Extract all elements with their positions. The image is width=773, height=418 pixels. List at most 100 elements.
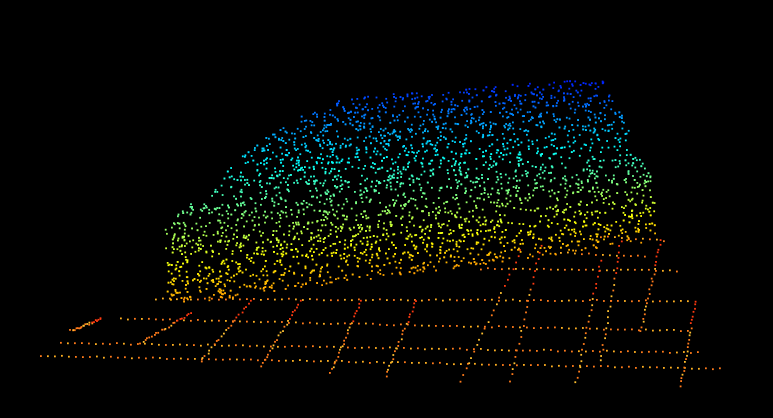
vehicle-point [547,245,550,248]
vehicle-point [230,175,233,178]
vehicle-point [283,240,286,243]
ground-point [360,299,362,302]
vehicle-point [300,202,303,205]
vehicle-point [336,104,339,107]
vehicle-point [593,95,596,98]
vehicle-point [464,187,467,190]
vehicle-point [610,123,613,126]
vehicle-point [517,111,519,114]
vehicle-point [282,250,285,253]
vehicle-point [422,270,425,273]
vehicle-point [435,269,437,272]
vehicle-point [582,128,585,131]
vehicle-point [639,183,641,186]
vehicle-point [458,163,460,166]
vehicle-point [378,192,380,194]
vehicle-point [459,91,461,94]
vehicle-point [370,185,373,188]
ground-point [601,344,604,346]
vehicle-point [549,180,552,183]
vehicle-point [474,181,477,184]
ground-point [279,331,282,334]
vehicle-point [531,165,534,168]
vehicle-point [480,122,483,125]
vehicle-point [254,286,256,289]
vehicle-point [345,260,347,263]
vehicle-point [267,149,269,151]
ground-point [571,350,573,353]
vehicle-point [383,180,386,182]
vehicle-point [395,215,398,217]
vehicle-point [553,192,556,195]
vehicle-point [364,210,366,213]
vehicle-point [334,185,336,187]
ground-point [465,367,468,370]
vehicle-point [237,204,239,207]
vehicle-point [398,153,401,155]
vehicle-point [343,247,346,250]
vehicle-point [281,247,284,249]
vehicle-point [199,289,201,292]
vehicle-point [247,151,250,154]
vehicle-point [559,118,561,121]
vehicle-point [420,95,423,98]
vehicle-point [399,170,402,173]
vehicle-point [410,174,413,177]
vehicle-point [616,183,619,186]
vehicle-point [338,241,341,243]
vehicle-point [240,217,243,219]
vehicle-point [447,211,450,214]
vehicle-point [400,182,403,184]
vehicle-point [372,162,374,164]
ground-point [180,357,182,360]
vehicle-point [366,243,369,246]
vehicle-point [404,168,407,171]
vehicle-point [495,163,498,165]
vehicle-point [305,144,308,147]
vehicle-point [537,150,539,153]
vehicle-point [309,190,312,192]
vehicle-point [584,125,587,128]
vehicle-point [268,143,271,145]
vehicle-point [206,282,209,285]
vehicle-point [312,165,315,168]
vehicle-point [243,211,246,214]
vehicle-point [288,152,290,154]
vehicle-point [640,241,643,244]
vehicle-point [302,208,305,211]
vehicle-point [305,125,307,128]
vehicle-point [456,187,459,190]
ground-point [239,298,241,301]
vehicle-point [416,177,418,180]
vehicle-point [639,175,642,178]
vehicle-point [385,252,387,255]
vehicle-point [288,190,290,193]
vehicle-point [403,149,406,152]
vehicle-point [529,253,531,256]
vehicle-point [607,146,610,149]
ground-point [663,367,665,369]
vehicle-point [325,193,327,195]
ground-point [72,329,75,331]
vehicle-point [331,223,334,226]
ground-point [536,350,538,352]
vehicle-point [212,281,215,283]
vehicle-point [407,235,410,238]
vehicle-point [429,175,432,177]
vehicle-point [593,158,596,160]
vehicle-point [512,114,514,116]
vehicle-point [417,105,419,108]
vehicle-point [428,229,431,232]
vehicle-point [514,140,516,143]
vehicle-point [487,196,490,198]
ground-point [635,238,637,241]
vehicle-point [248,234,250,237]
ground-point [225,329,228,331]
ground-point [148,336,151,339]
vehicle-point [596,210,599,213]
vehicle-point [377,226,380,228]
vehicle-point [629,240,632,243]
vehicle-point [316,220,319,222]
ground-point [598,270,601,272]
